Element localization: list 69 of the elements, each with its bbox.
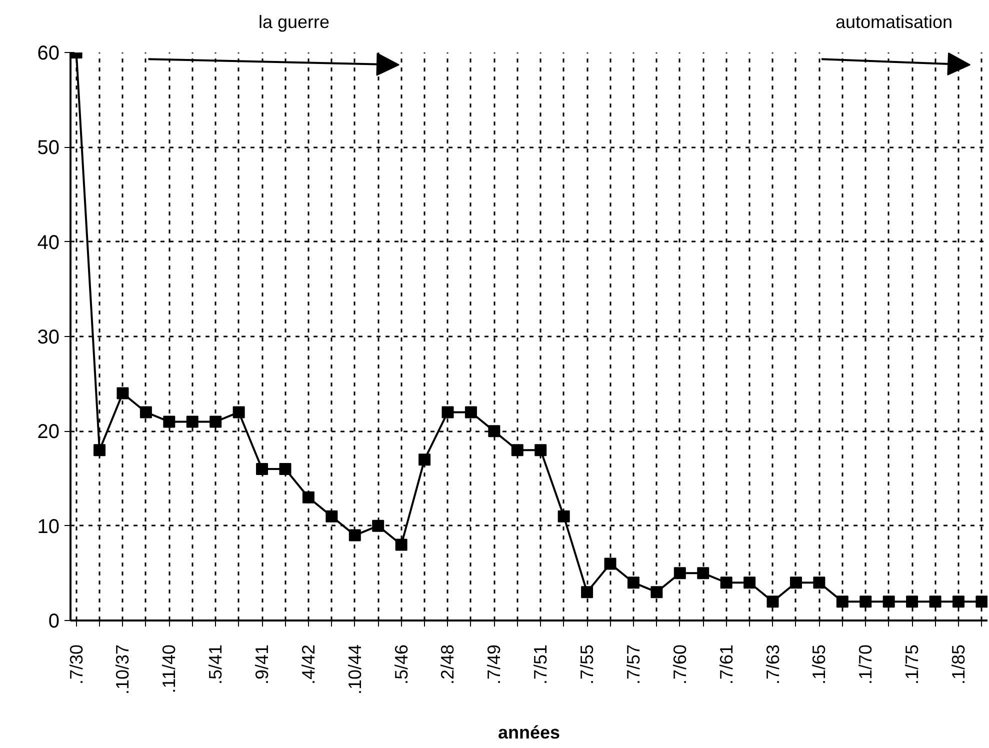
point [94,444,106,456]
x-tick-label: .1/65 [809,644,830,685]
x-tick-label: .2/48 [438,644,458,685]
x-axis-title: années [498,722,560,743]
x-tick-label: .10/37 [112,644,133,695]
x-tick-label: .1/85 [948,644,968,685]
point [860,596,872,608]
point [882,596,895,608]
point [279,463,292,476]
point [766,596,779,608]
y-tick-label: 0 [48,610,60,632]
x-tick-label: .11/40 [159,644,180,694]
y-tick-label: 30 [37,326,60,348]
point [790,576,802,589]
point [256,463,268,476]
x-tick-label: .5/41 [206,644,226,685]
point [650,586,663,598]
y-tick-label: 60 [37,42,60,64]
point [836,596,848,608]
point [418,454,431,466]
x-tick-label: .10/44 [344,644,365,695]
point [326,510,338,522]
y-tick-label: 50 [37,137,60,160]
point [674,567,686,580]
y-tick-label: 20 [37,421,60,444]
point [813,576,826,589]
x-tick-label: .1/75 [902,644,922,685]
point [464,406,477,418]
text: automatisation [835,11,953,34]
x-tick-label: .7/63 [762,644,783,685]
x-tick-label: .1/70 [856,644,876,685]
point [558,510,570,522]
point [744,576,756,589]
text: la guerre [258,11,330,34]
point [372,520,384,532]
point [186,416,198,428]
point [604,558,616,570]
point [511,444,524,456]
point [232,406,245,418]
point [302,491,314,504]
point [163,416,176,428]
x-tick-label: .7/51 [530,644,551,685]
point [720,576,732,589]
point [442,406,454,418]
point [976,596,988,608]
x-tick-label: .7/57 [623,644,644,685]
point [627,576,640,589]
y-tick-label: 10 [37,516,60,538]
x-tick-label: .7/49 [484,644,504,685]
x-tick-label: .7/61 [716,644,736,685]
point [488,425,500,438]
point [929,596,942,608]
x-tick-label: .9/41 [252,644,272,685]
point [395,538,408,551]
point [581,586,594,598]
x-tick-label: .7/55 [577,644,598,685]
point [697,567,710,580]
point [952,596,964,608]
point [348,529,361,542]
point [116,387,129,400]
point [140,406,152,418]
x-tick-label: .4/42 [298,644,318,685]
y-tick-label: 40 [37,232,60,254]
point [210,416,222,428]
point [906,596,918,608]
point [534,444,547,456]
x-tick-label: .7/30 [66,644,86,685]
x-tick-label: .7/60 [670,644,690,685]
x-tick-label: .5/46 [391,644,412,685]
